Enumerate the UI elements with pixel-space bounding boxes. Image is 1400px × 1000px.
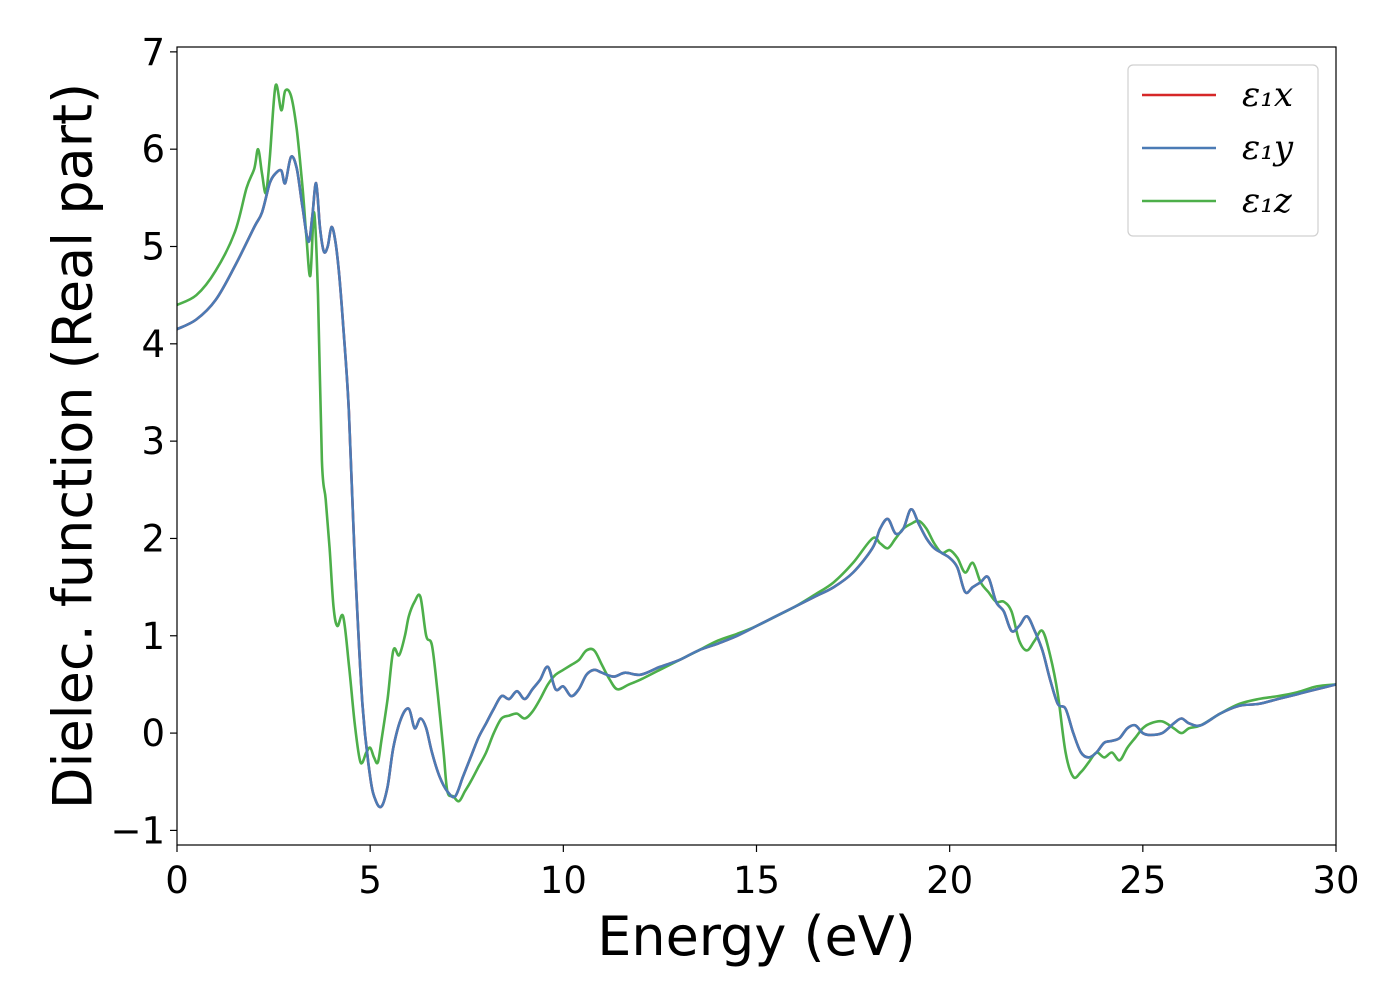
y-tick-label: −1 <box>110 809 165 852</box>
legend-label-x: ε₁x <box>1242 75 1293 115</box>
x-tick-label: 10 <box>540 859 587 902</box>
x-tick-label: 5 <box>358 859 382 902</box>
y-tick-label: 6 <box>141 128 165 171</box>
y-tick-label: 7 <box>141 31 165 74</box>
x-tick-label: 15 <box>733 859 780 902</box>
x-tick-label: 25 <box>1119 859 1166 902</box>
y-tick-label: 4 <box>141 323 165 366</box>
y-tick-label: 5 <box>141 226 165 269</box>
series-layer <box>177 83 1336 809</box>
x-tick-label: 30 <box>1312 859 1359 902</box>
y-tick-label: 1 <box>141 615 165 658</box>
series-line-z <box>177 83 1336 803</box>
legend: ε₁x ε₁y ε₁z <box>1127 64 1319 237</box>
y-tick-label: 0 <box>141 712 165 755</box>
x-tick-label: 0 <box>165 859 189 902</box>
x-axis-label: Energy (eV) <box>597 905 916 968</box>
x-tick-label: 20 <box>926 859 973 902</box>
series-line-y <box>177 155 1336 809</box>
legend-box <box>1127 64 1319 237</box>
y-tick-label: 2 <box>141 517 165 560</box>
y-axis-label: Dielec. function (Real part) <box>42 83 105 809</box>
legend-label-z: ε₁z <box>1242 181 1293 221</box>
legend-label-y: ε₁y <box>1242 128 1294 168</box>
y-tick-label: 3 <box>141 420 165 463</box>
